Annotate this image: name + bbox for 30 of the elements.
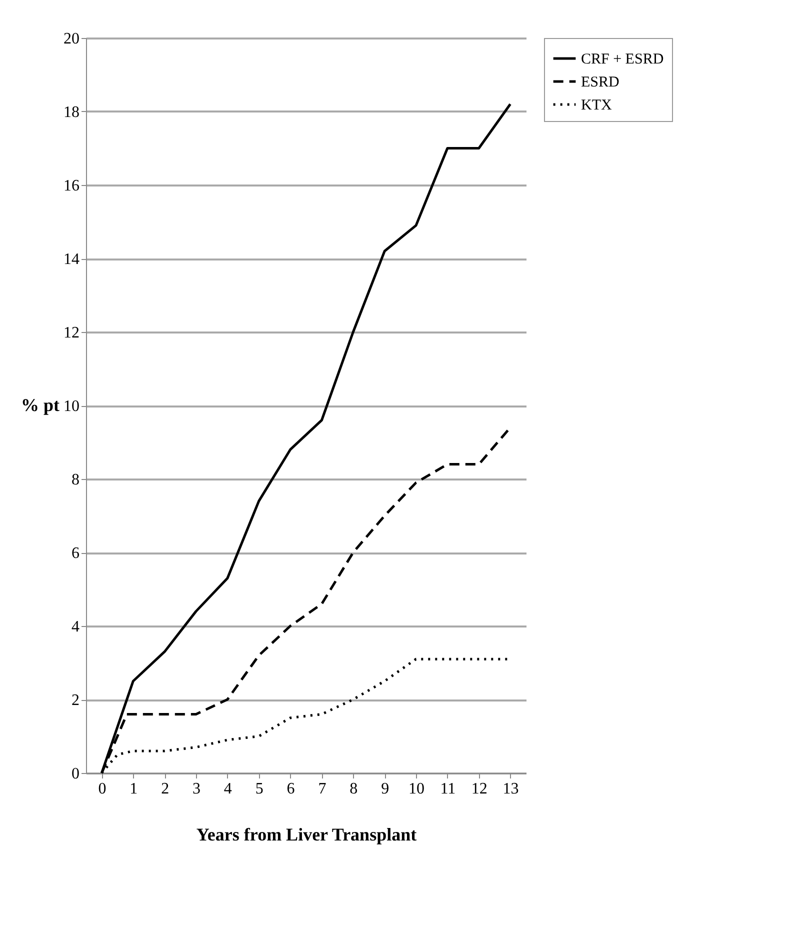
y-tick-label: 18 bbox=[64, 104, 80, 121]
x-tick-label: 8 bbox=[350, 780, 358, 798]
y-tick-label: 8 bbox=[72, 472, 80, 488]
y-tick-label: 10 bbox=[64, 398, 80, 415]
legend-label: ESRD bbox=[581, 74, 620, 90]
y-tick-label: 16 bbox=[64, 178, 80, 194]
x-tick-label: 0 bbox=[98, 780, 106, 798]
y-tick-label: 4 bbox=[72, 618, 80, 636]
y-tick-label: 14 bbox=[64, 251, 80, 268]
x-tick-label: 13 bbox=[502, 780, 519, 798]
x-tick-label: 9 bbox=[381, 780, 390, 798]
y-tick-label: 2 bbox=[72, 692, 80, 709]
x-tick-label: 11 bbox=[440, 780, 456, 798]
x-axis-title: Years from Liver Transplant bbox=[196, 824, 417, 844]
legend-label: CRF + ESRD bbox=[581, 52, 664, 68]
y-tick-label: 6 bbox=[72, 545, 80, 562]
x-tick-label: 7 bbox=[318, 780, 326, 798]
y-tick-label: 0 bbox=[72, 766, 80, 782]
x-tick-label: 4 bbox=[224, 780, 232, 798]
legend-label: KTX bbox=[581, 98, 612, 114]
x-tick-label: 12 bbox=[471, 780, 488, 798]
x-tick-label: 2 bbox=[161, 780, 170, 798]
x-tick-label: 10 bbox=[408, 780, 424, 798]
x-tick-label: 5 bbox=[255, 780, 264, 798]
x-tick-label: 1 bbox=[130, 780, 138, 798]
y-tick-label: 20 bbox=[64, 30, 80, 48]
y-tick-label: 12 bbox=[64, 324, 80, 342]
y-axis-title: % pt bbox=[20, 395, 60, 415]
x-tick-label: 3 bbox=[192, 780, 200, 798]
x-tick-label: 6 bbox=[286, 780, 295, 798]
